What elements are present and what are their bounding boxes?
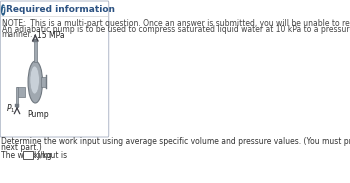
Bar bbox=[34, 40, 37, 62]
Ellipse shape bbox=[28, 61, 43, 103]
Bar bbox=[41, 77, 46, 87]
Text: NOTE:  This is a multi-part question. Once an answer is submitted, you will be u: NOTE: This is a multi-part question. Onc… bbox=[2, 19, 350, 28]
Text: Required information: Required information bbox=[6, 5, 115, 14]
Text: manner.: manner. bbox=[2, 30, 33, 39]
Bar bbox=[33, 39, 37, 42]
Text: i: i bbox=[2, 6, 5, 15]
Text: Pump: Pump bbox=[27, 110, 49, 119]
Bar bbox=[15, 104, 19, 107]
Text: An adiabatic pump is to be used to compress saturated liquid water at 10 kPa to : An adiabatic pump is to be used to compr… bbox=[2, 25, 350, 33]
Circle shape bbox=[2, 5, 5, 15]
Bar bbox=[46, 75, 47, 89]
Text: 15 MPa: 15 MPa bbox=[36, 31, 64, 40]
Text: Determine the work input using average specific volume and pressure values. (You: Determine the work input using average s… bbox=[1, 137, 350, 146]
Text: next part.): next part.) bbox=[1, 143, 42, 152]
Bar bbox=[23, 150, 33, 159]
Bar bbox=[17, 87, 25, 97]
Ellipse shape bbox=[30, 66, 40, 94]
Bar bbox=[16, 87, 18, 107]
Text: $P_1$: $P_1$ bbox=[6, 103, 15, 115]
Text: The work input is: The work input is bbox=[1, 151, 67, 160]
FancyBboxPatch shape bbox=[0, 1, 109, 137]
Text: kJ/kg.: kJ/kg. bbox=[33, 151, 55, 160]
